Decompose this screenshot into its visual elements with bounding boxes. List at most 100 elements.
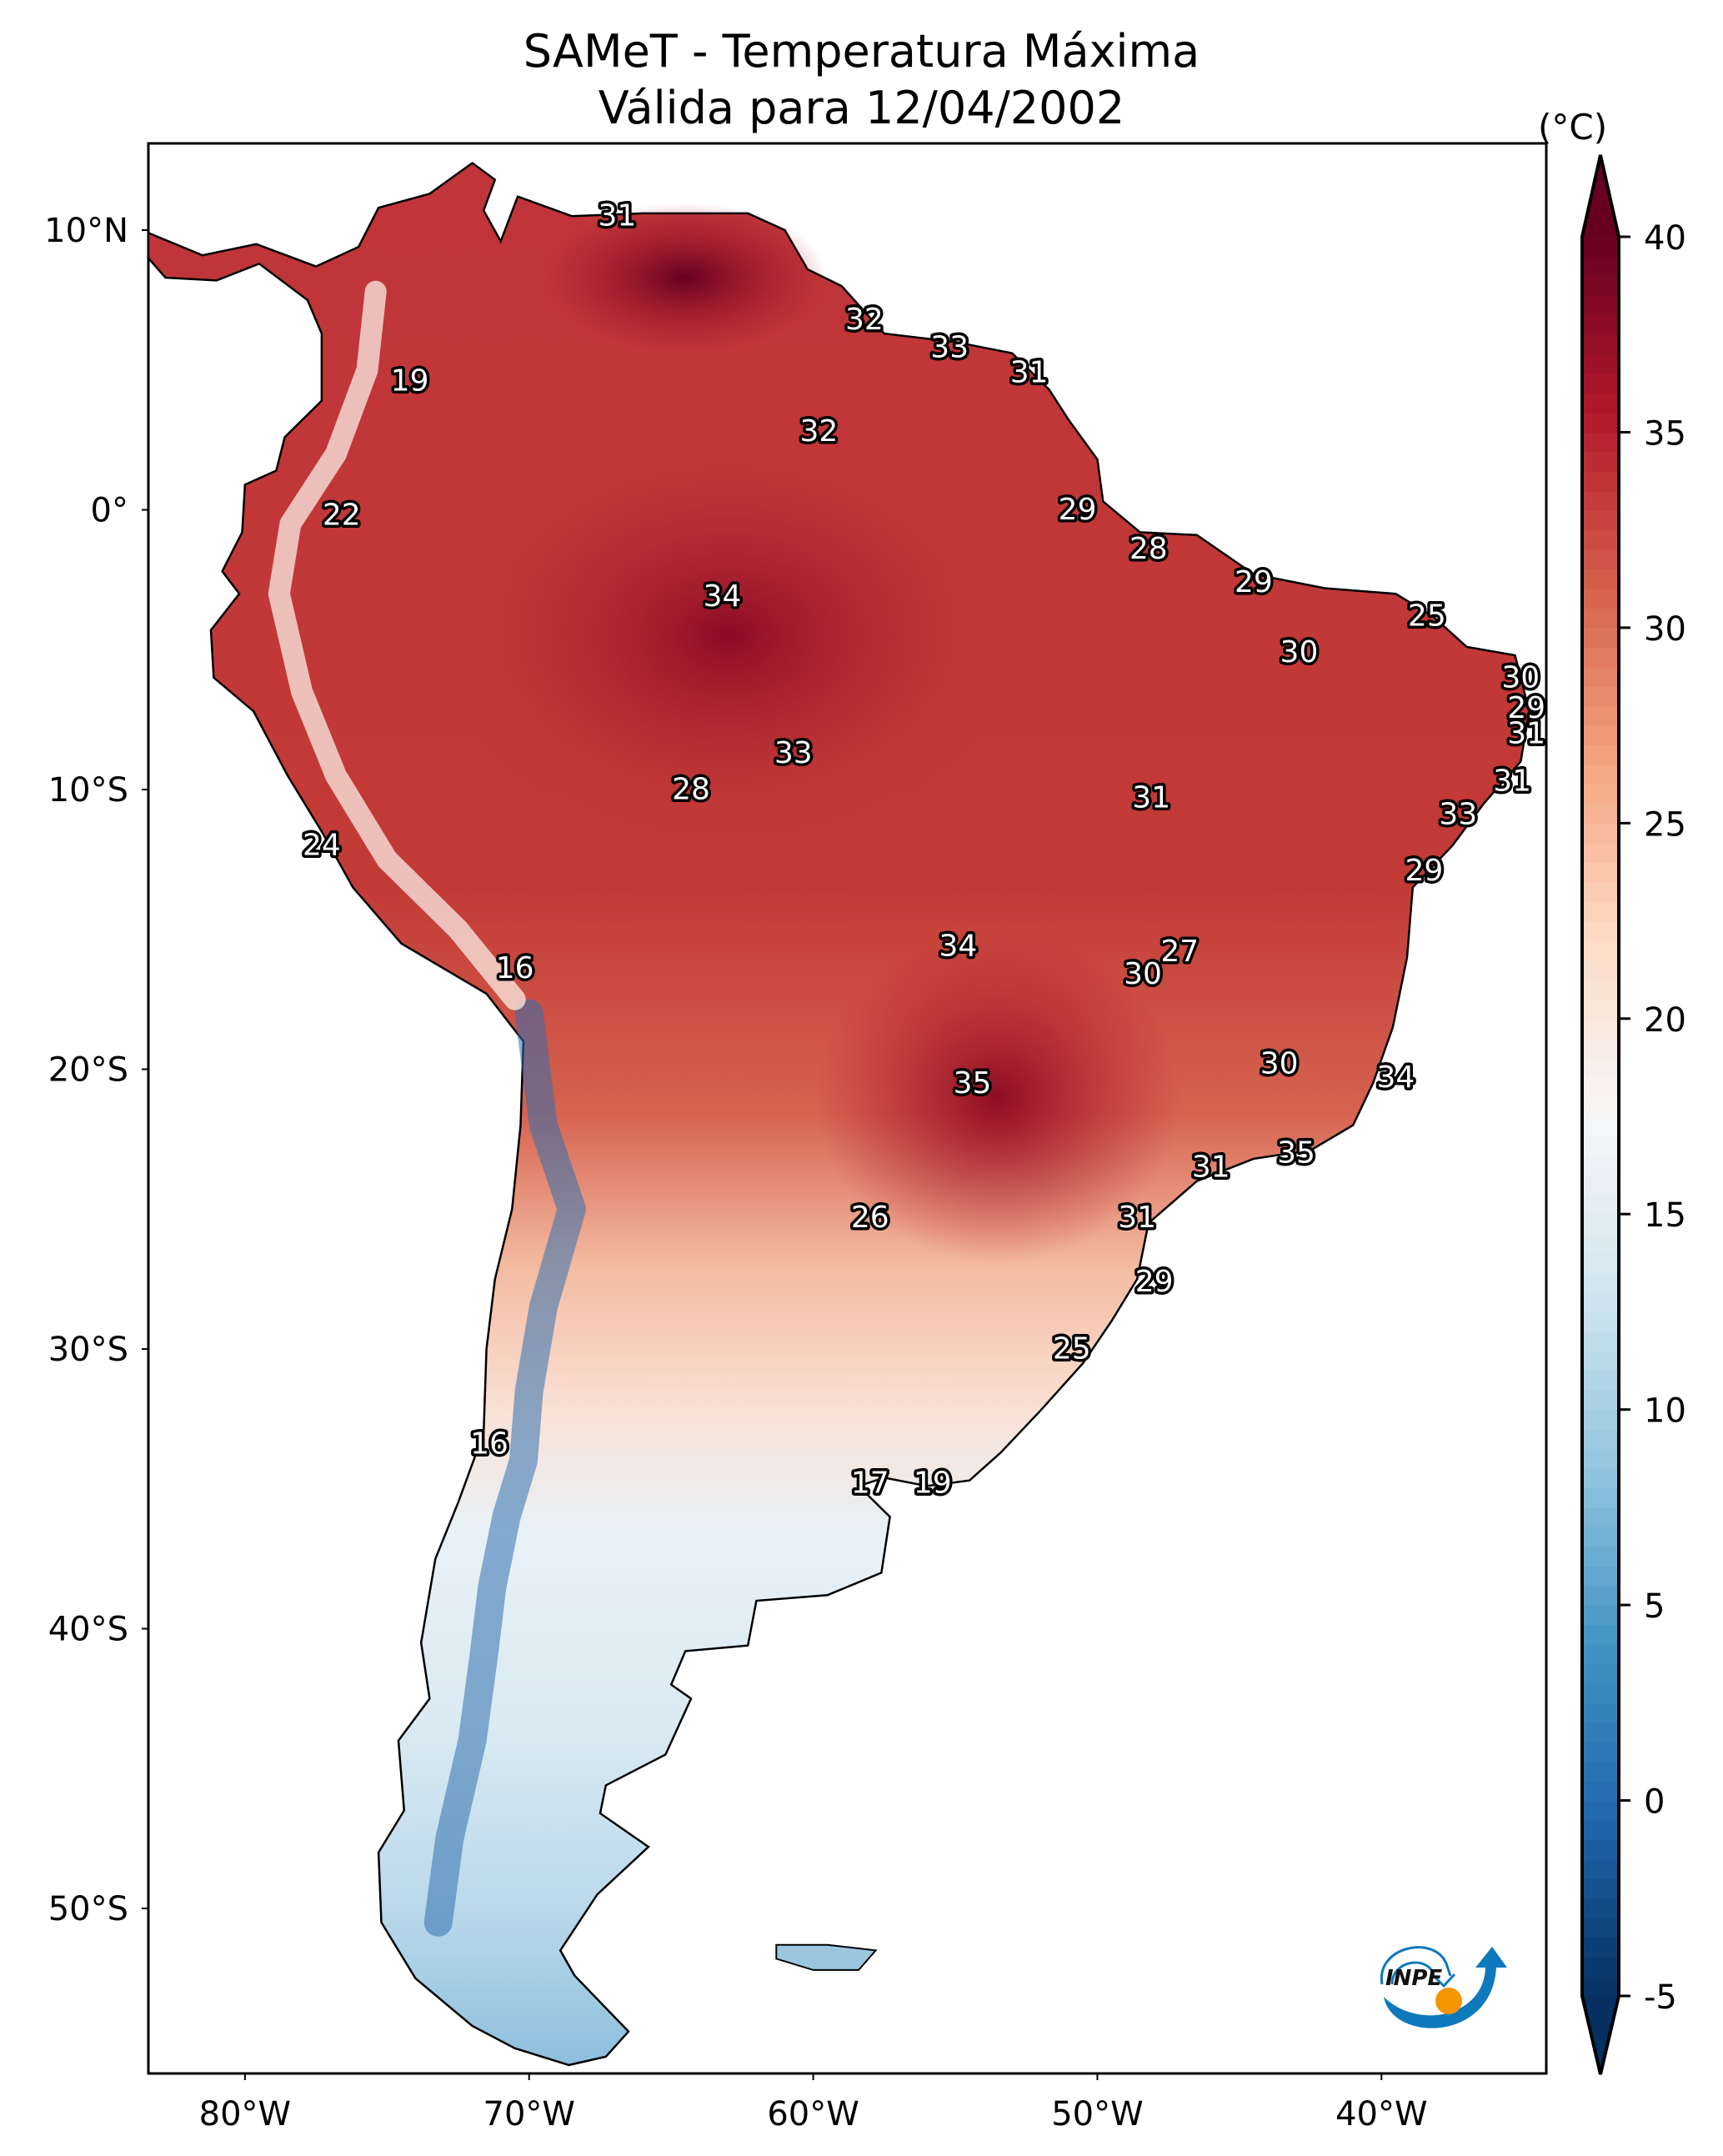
colorbar-segment [1582,1370,1619,1391]
colorbar-segment [1582,1585,1619,1606]
colorbar-segment [1582,1742,1619,1762]
temperature-label: 29 [1135,1265,1174,1299]
colorbar-segment [1582,1781,1619,1802]
colorbar-segment [1582,490,1619,511]
colorbar-segment [1582,393,1619,414]
colorbar-segment [1582,1468,1619,1489]
temperature-label: 31 [1118,1201,1156,1235]
y-tick-label: 40°S [48,1611,128,1649]
temperature-label: 25 [1408,599,1446,634]
colorbar-tick-label: 5 [1644,1587,1665,1626]
title-line-1: SAMeT - Temperatura Máxima [523,25,1200,78]
colorbar-segment [1582,1722,1619,1742]
colorbar-segment [1582,1878,1619,1899]
colorbar-segment [1582,1018,1619,1039]
colorbar-tick-label: 25 [1644,805,1686,844]
colorbar-segment [1582,1546,1619,1567]
colorbar-segment [1582,940,1619,961]
colorbar-segment [1582,999,1619,1020]
colorbar-segment [1582,803,1619,824]
temperature-label: 24 [303,829,341,863]
colorbar-tick-label: 35 [1644,414,1686,453]
colorbar-segment [1582,960,1619,980]
colorbar-segment [1582,1800,1619,1821]
colorbar-segment [1582,1351,1619,1371]
temperature-label: 29 [1059,493,1097,527]
colorbar-segment [1582,1194,1619,1215]
colorbar-segment [1582,471,1619,492]
colorbar-segment [1582,1957,1619,1978]
colorbar-segment [1582,1702,1619,1723]
x-tick-label: 50°W [1051,2095,1143,2133]
temperature-label: 29 [1405,854,1444,888]
colorbar-segment [1582,237,1619,258]
temperature-label: 31 [1192,1150,1230,1184]
colorbar-segment [1582,451,1619,472]
temperature-label: 33 [774,736,813,770]
temperature-label: 33 [930,330,969,364]
temperature-label: 31 [1507,716,1545,750]
colorbar-segment [1582,275,1619,296]
colorbar-segment [1582,314,1619,335]
hot-spot-mato-grosso-sul [814,930,1182,1265]
y-tick-label: 10°S [48,771,128,810]
colorbar-segment [1582,1898,1619,1918]
temperature-label: 16 [470,1427,508,1462]
colorbar-segment [1582,1507,1619,1527]
colorbar-segment [1582,1644,1619,1665]
colorbar-segment [1582,705,1619,726]
temperature-label: 19 [391,364,429,399]
colorbar-segment [1582,666,1619,687]
colorbar-segment [1582,979,1619,1000]
colorbar-segment [1582,823,1619,844]
colorbar-segment [1582,862,1619,883]
colorbar-segment [1582,881,1619,902]
colorbar-tick-label: 20 [1644,1001,1686,1040]
colorbar-segment [1582,1566,1619,1587]
temperature-label: 35 [954,1066,992,1101]
temperature-label: 32 [800,414,839,449]
colorbar-segment [1582,1976,1619,1997]
temperature-label: 31 [1132,781,1170,815]
colorbar-segment [1582,686,1619,707]
colorbar-tick-label: 30 [1644,610,1686,649]
colorbar-segment [1582,1096,1619,1117]
temperature-label: 29 [1235,565,1273,599]
temperature-label: 30 [1501,660,1540,694]
colorbar-segment [1582,529,1619,550]
colorbar-segment [1582,1292,1619,1313]
x-tick-label: 80°W [199,2095,291,2133]
colorbar-segment [1582,842,1619,863]
colorbar-segment [1582,1605,1619,1626]
colorbar-segment [1582,627,1619,648]
colorbar-segment [1582,1311,1619,1332]
y-tick-label: 30°S [48,1331,128,1369]
temperature-label: 30 [1260,1046,1299,1081]
colorbar-segment [1582,295,1619,316]
temperature-label: 28 [1129,532,1168,566]
colorbar-segment [1582,1624,1619,1645]
colorbar-segment [1582,1820,1619,1841]
temperature-label: 22 [323,499,361,533]
temperature-label: 19 [914,1467,952,1501]
y-axis: 10°N 0° 10°S 20°S 30°S 40°S 50°S [44,212,148,1928]
colorbar-segment [1582,353,1619,374]
inpe-logo-text: INPE [1385,1966,1443,1991]
colorbar-segment [1582,1233,1619,1254]
colorbar-segment [1582,725,1619,746]
colorbar-segment [1582,1487,1619,1508]
colorbar-segment [1582,901,1619,922]
colorbar-segment [1582,1077,1619,1098]
colorbar-segment [1582,1858,1619,1879]
colorbar-segment [1582,1214,1619,1235]
colorbar-tick-label: -5 [1644,1978,1677,2017]
falkland-islands [775,1943,878,1971]
colorbar-segment [1582,1682,1619,1703]
y-tick-label: 50°S [48,1890,128,1928]
x-tick-label: 40°W [1335,2095,1427,2133]
colorbar-segment [1582,1429,1619,1450]
colorbar-segment [1582,1918,1619,1938]
temperature-label: 27 [1160,935,1199,969]
